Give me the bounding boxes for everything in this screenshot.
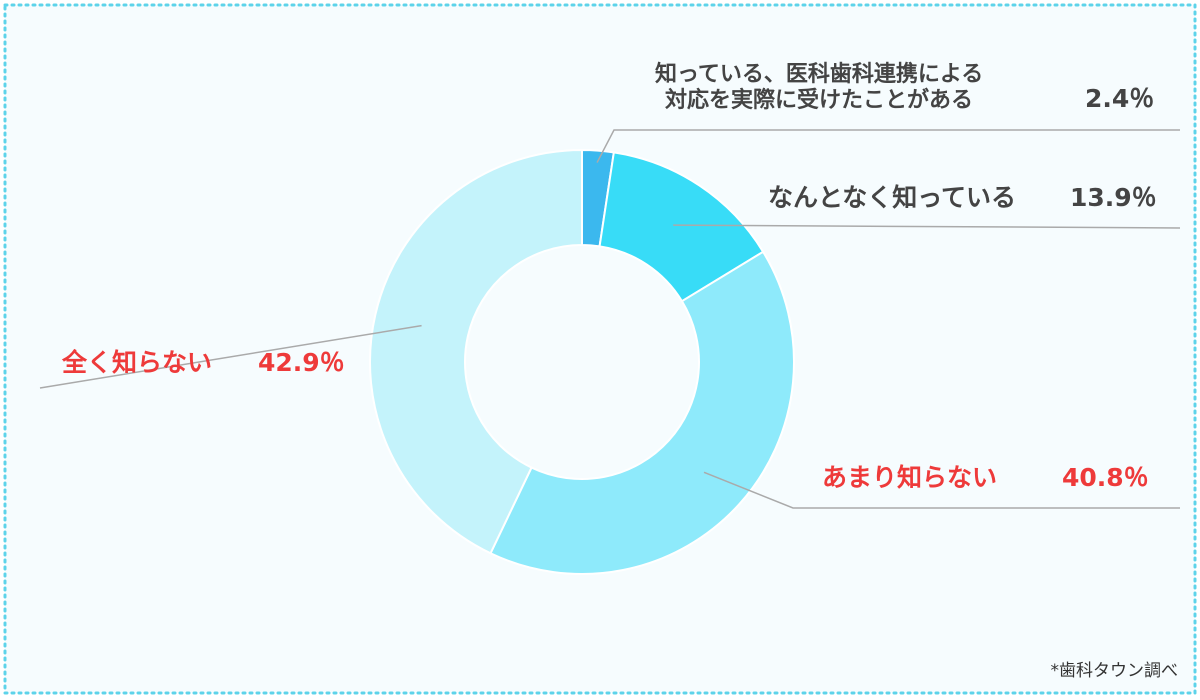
category-label-3: 全く知らない <box>62 348 213 377</box>
chart-background <box>3 3 1197 695</box>
donut-slice-3 <box>369 148 583 555</box>
value-label-3: 42.9％ <box>258 348 345 377</box>
category-label-1: なんとなく知っている <box>768 183 1017 212</box>
category-label-0-line-1: 知っている、医科歯科連携による <box>655 62 984 87</box>
source-note: *歯科タウン調べ <box>1050 661 1179 681</box>
value-label-2: 40.8％ <box>1062 463 1149 492</box>
leader-line-2 <box>703 471 1180 509</box>
category-label-0: 知っている、医科歯科連携による 対応を実際に受けたことがある <box>655 62 983 115</box>
value-label-1: 13.9％ <box>1070 183 1157 212</box>
category-label-0-line-2: 対応を実際に受けたことがある <box>665 88 974 114</box>
leader-line-3 <box>39 324 422 389</box>
category-label-2: あまり知らない <box>822 463 998 492</box>
leader-line-1 <box>673 224 1181 229</box>
value-label-0: 2.4％ <box>1085 84 1155 113</box>
leader-line-0 <box>596 129 1180 163</box>
donut-slice-2 <box>489 250 795 575</box>
